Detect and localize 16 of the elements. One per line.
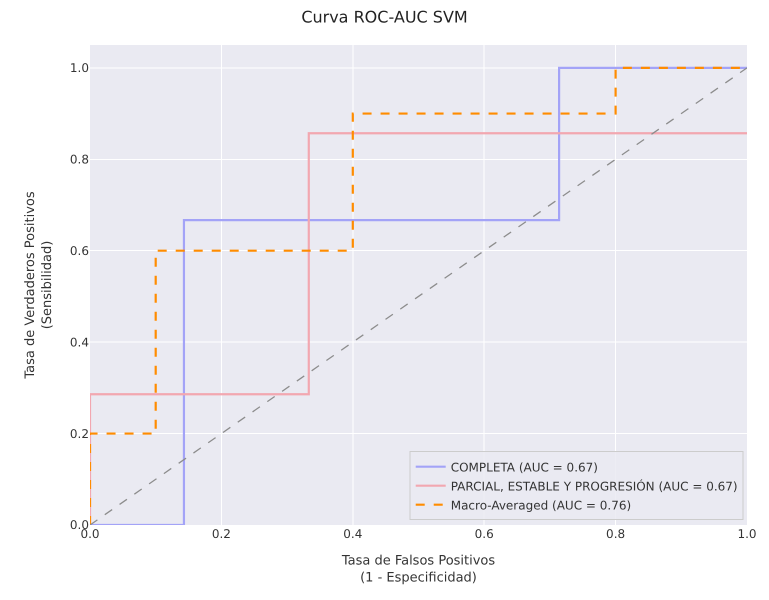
x-tick-label: 0.6 <box>474 527 494 541</box>
y-tick-label: 0.8 <box>70 152 89 166</box>
x-axis-title: Tasa de Falsos Positivos (1 - Especificidad) <box>340 554 496 586</box>
legend-label: COMPLETA (AUC = 0.67) <box>450 460 598 474</box>
y-tick-label: 1.0 <box>70 61 89 76</box>
x-tick-label: 0.4 <box>343 527 362 541</box>
x-tick-label: 0.8 <box>606 527 626 541</box>
y-axis-title: Tasa de Verdaderos Positivos (Sensibilidad) <box>22 191 55 380</box>
y-tick-label: 0.4 <box>70 335 89 350</box>
y-tick-label: 0.2 <box>70 426 89 441</box>
chart-title: Curva ROC-AUC SVM <box>301 8 468 26</box>
legend-label: PARCIAL, ESTABLE Y PROGRESIÓN (AUC = 0.67) <box>450 478 738 494</box>
x-tick-label: 1.0 <box>737 527 757 541</box>
y-tick-label: 0.6 <box>70 244 89 258</box>
legend-label: Macro-Averaged (AUC = 0.76) <box>450 498 632 512</box>
x-tick-label: 0.2 <box>212 527 231 541</box>
